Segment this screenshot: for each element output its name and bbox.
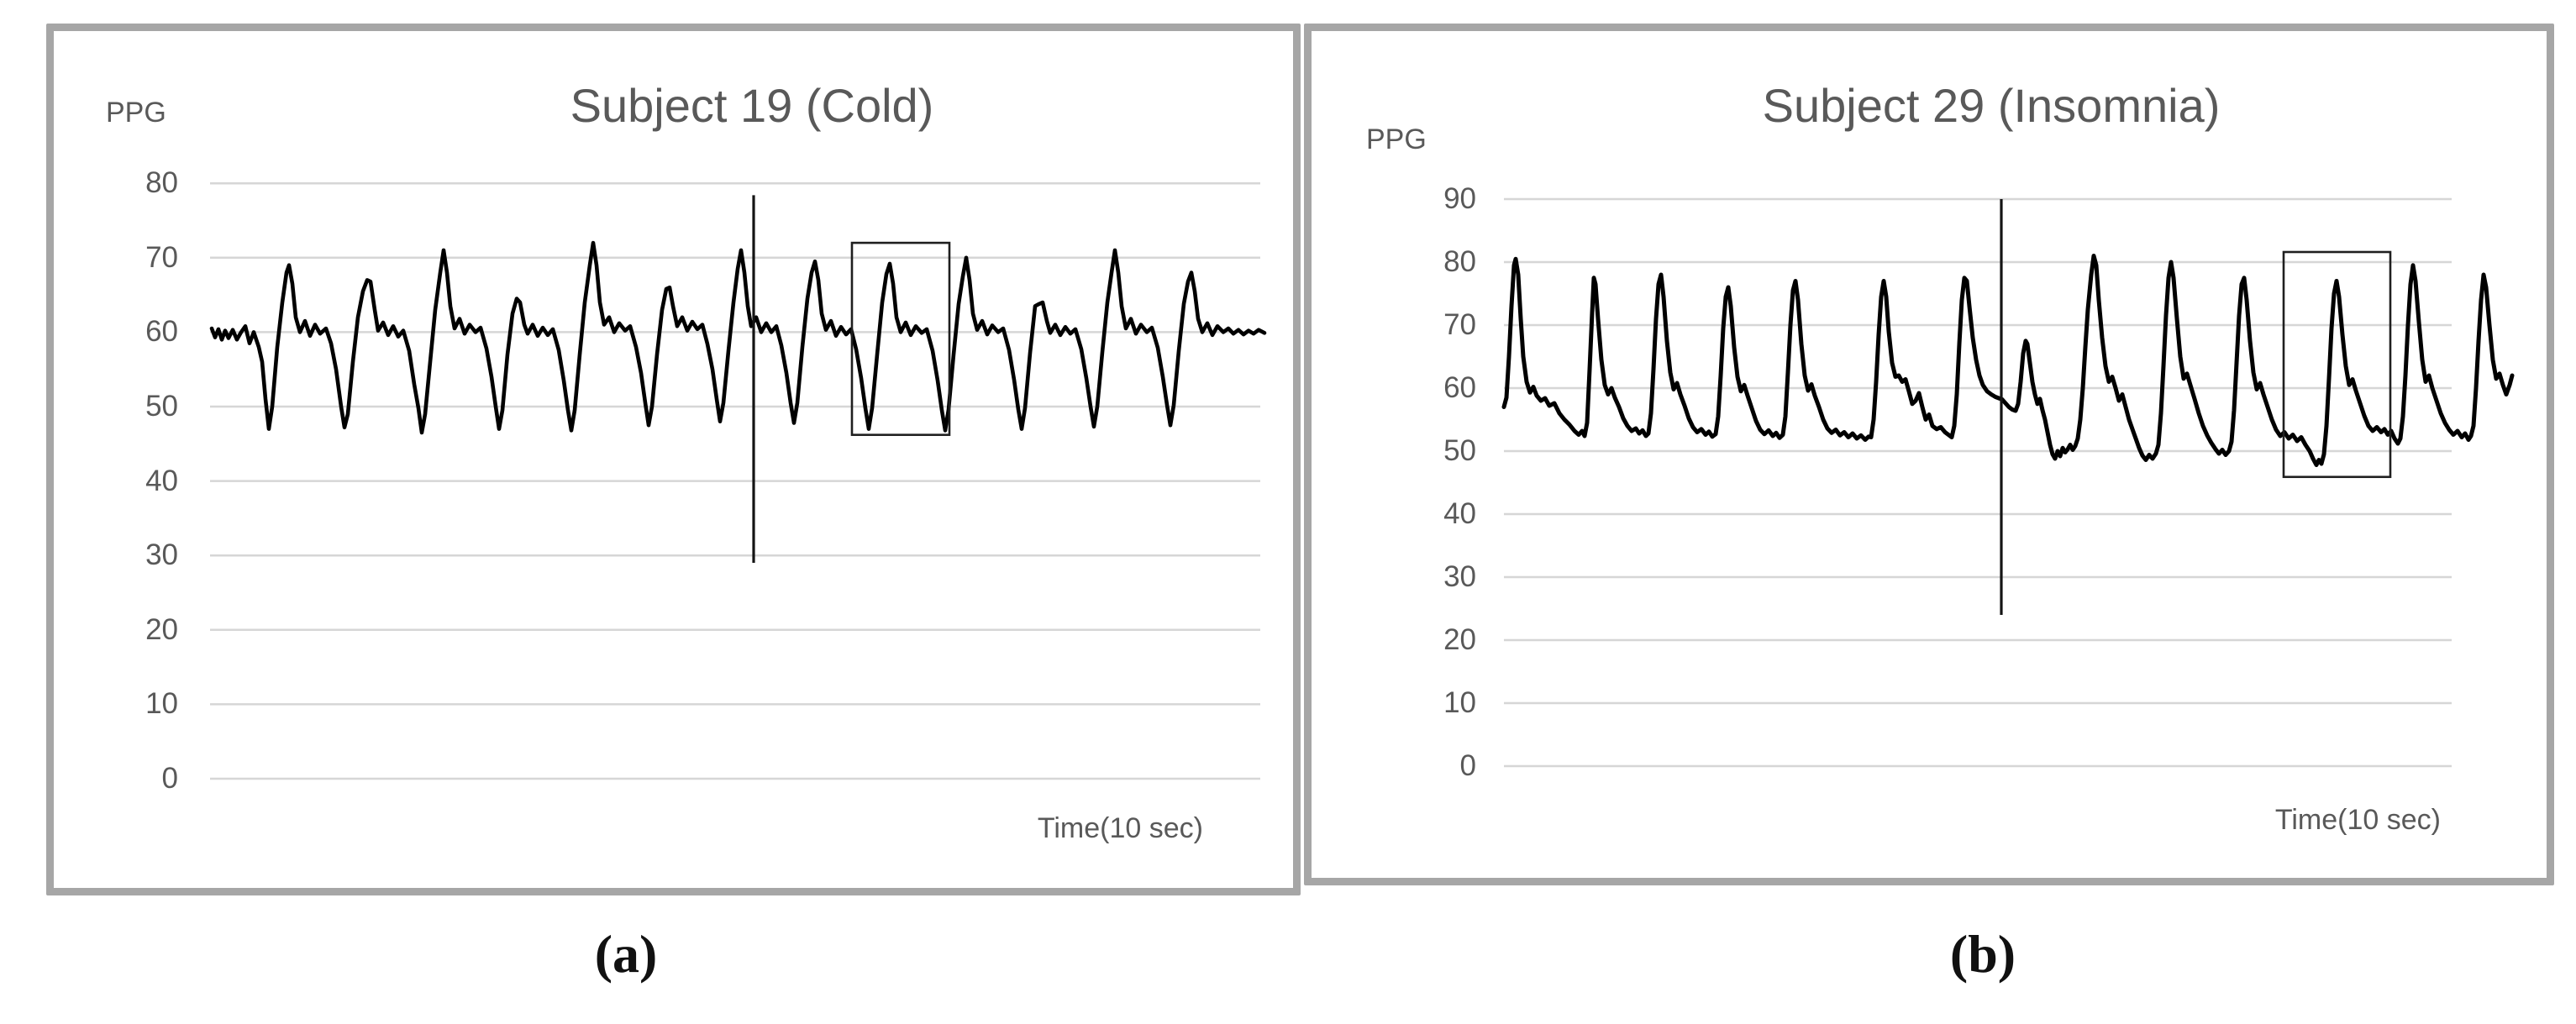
y-axis-label-b: PPG	[1366, 123, 1427, 155]
y-tick-label-b-70: 70	[1443, 308, 1476, 341]
y-tick-label-b-80: 80	[1443, 245, 1476, 278]
y-tick-label-a-30: 30	[145, 538, 178, 572]
chart-panel-b	[1304, 24, 2554, 885]
x-axis-label-a: Time(10 sec)	[1037, 812, 1203, 844]
subfigure-caption-b: (b)	[1949, 924, 2016, 984]
chart-title-b: Subject 29 (Insomnia)	[1762, 79, 2221, 132]
y-tick-label-b-10: 10	[1443, 686, 1476, 719]
y-tick-label-b-50: 50	[1443, 434, 1476, 467]
x-axis-label-b: Time(10 sec)	[2274, 804, 2441, 836]
y-axis-label-a: PPG	[106, 97, 166, 129]
y-tick-label-a-20: 20	[145, 612, 178, 646]
y-tick-label-a-80: 80	[145, 166, 178, 200]
subfigure-caption-a: (a)	[594, 924, 658, 984]
y-tick-label-b-60: 60	[1443, 371, 1476, 404]
y-tick-label-b-40: 40	[1443, 497, 1476, 530]
y-tick-label-a-0: 0	[161, 762, 178, 795]
y-tick-label-b-30: 30	[1443, 560, 1476, 593]
y-tick-label-a-70: 70	[145, 240, 178, 274]
chart-title-a: Subject 19 (Cold)	[570, 79, 934, 132]
y-tick-label-b-20: 20	[1443, 623, 1476, 656]
y-tick-label-b-90: 90	[1443, 182, 1476, 215]
y-tick-label-a-40: 40	[145, 464, 178, 497]
y-tick-label-a-50: 50	[145, 390, 178, 423]
y-tick-label-a-60: 60	[145, 315, 178, 349]
chart-panel-a	[46, 24, 1301, 895]
y-tick-label-a-10: 10	[145, 687, 178, 721]
y-tick-label-b-0: 0	[1459, 749, 1476, 782]
